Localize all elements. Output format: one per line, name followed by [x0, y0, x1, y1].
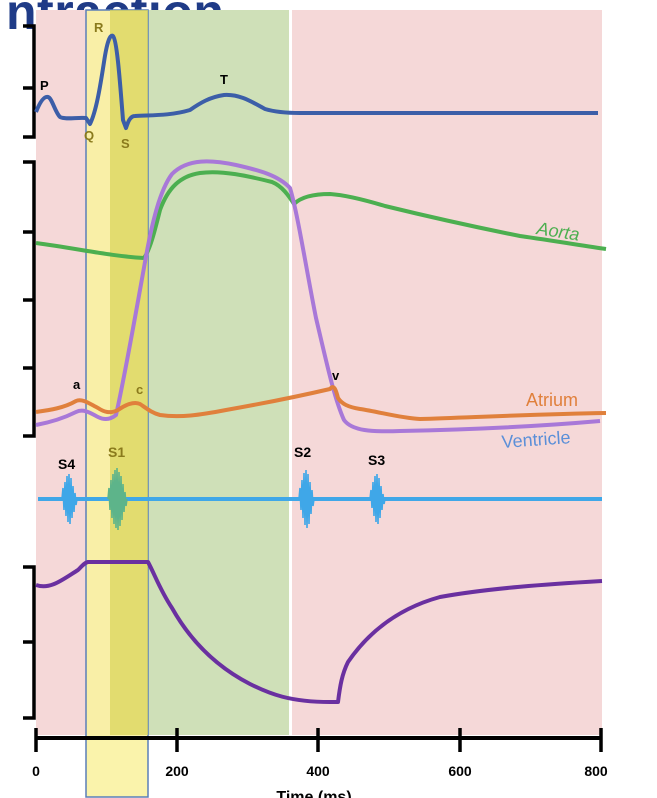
- c-wave-label: c: [136, 382, 143, 397]
- x-tick-0: 0: [32, 763, 40, 779]
- x-axis-label: Time (ms): [276, 789, 351, 798]
- ecg-label-r: R: [94, 20, 104, 35]
- atrium-pressure-trace: [35, 385, 607, 421]
- ecg-bracket: [23, 24, 36, 139]
- s2-sound-burst: [298, 469, 315, 529]
- ventricle-pressure-trace: [35, 159, 601, 434]
- s4-sound-burst: [61, 473, 78, 525]
- ecg-label-q: Q: [84, 128, 94, 143]
- isovolumic-contraction-band: [110, 10, 148, 735]
- volume-bracket: [23, 565, 36, 720]
- x-axis-ticks: [34, 728, 603, 752]
- ecg-label-t: T: [220, 72, 228, 87]
- ecg-trace: [34, 33, 598, 130]
- ventricular-volume-trace: [35, 560, 603, 704]
- x-tick-800: 800: [584, 763, 608, 779]
- s1-sound-burst: [107, 467, 128, 531]
- a-wave-label: a: [73, 377, 81, 392]
- ecg-label-s: S: [121, 136, 130, 151]
- pressure-bracket: [23, 160, 36, 438]
- phase-divider-line: [289, 10, 292, 735]
- x-tick-200: 200: [165, 763, 189, 779]
- ventricle-label: Ventricle: [501, 427, 571, 452]
- ejection-phase-band: [148, 10, 290, 735]
- s1-label: S1: [108, 444, 125, 460]
- x-tick-400: 400: [306, 763, 330, 779]
- s3-sound-burst: [369, 473, 386, 525]
- s3-label: S3: [368, 452, 385, 468]
- atrium-label: Atrium: [526, 390, 578, 410]
- v-wave-label: v: [332, 368, 340, 383]
- s2-label: S2: [294, 444, 311, 460]
- left-scale-brackets: [23, 24, 36, 720]
- x-axis: 0 200 400 600 800 Time (ms): [32, 728, 608, 798]
- s4-label: S4: [58, 456, 75, 472]
- x-tick-600: 600: [448, 763, 472, 779]
- ecg-label-p: P: [40, 78, 49, 93]
